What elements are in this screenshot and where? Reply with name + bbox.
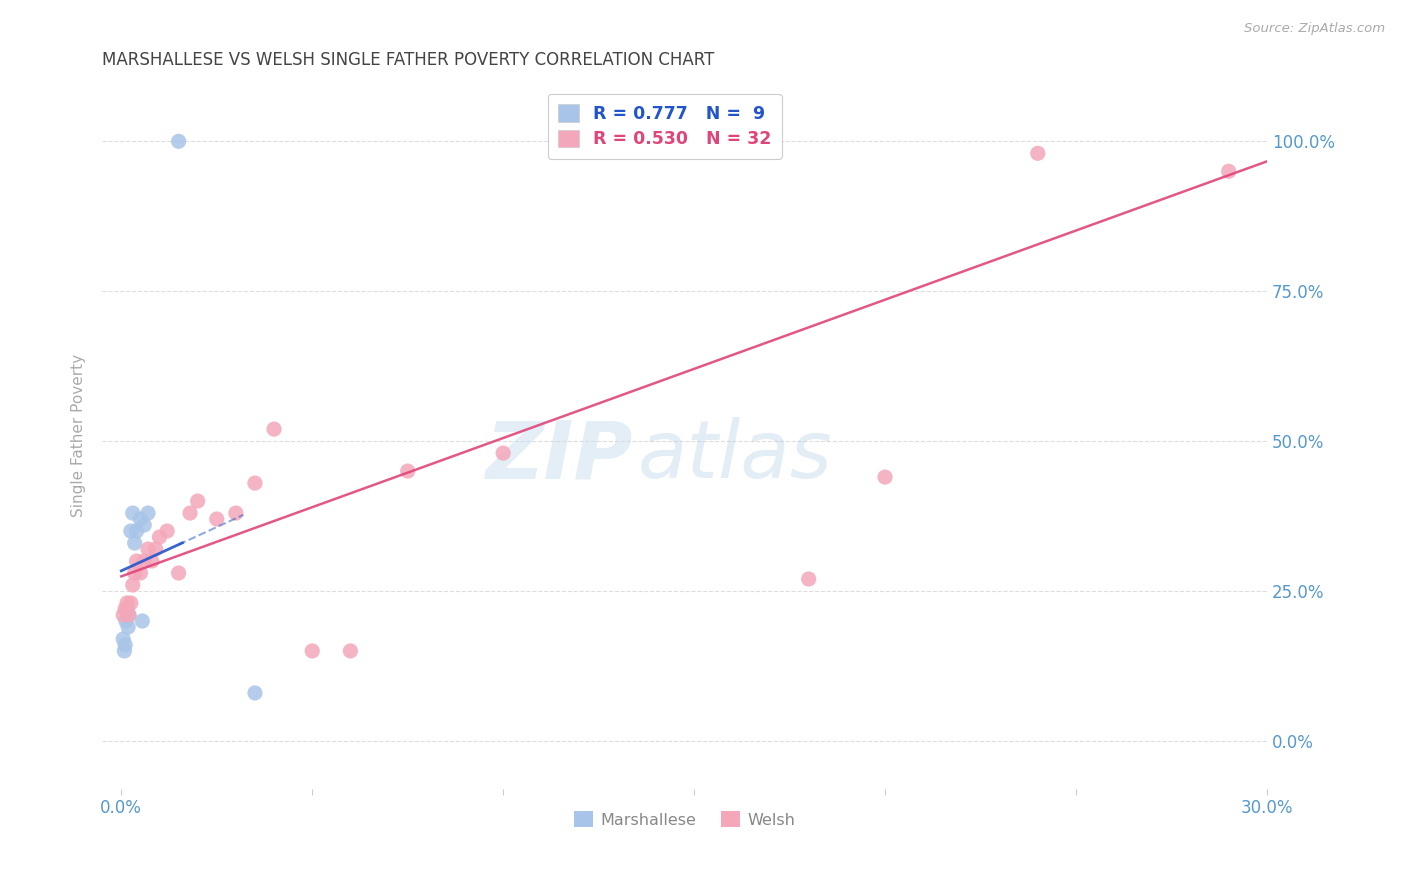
Point: [1026, 146, 1049, 161]
Point: [131, 614, 153, 628]
Point: [263, 422, 285, 436]
Point: [124, 536, 146, 550]
Point: [118, 607, 141, 622]
Point: [492, 446, 515, 460]
Point: [114, 638, 136, 652]
Point: [148, 530, 170, 544]
Point: [120, 596, 142, 610]
Point: [112, 632, 135, 646]
Point: [114, 602, 136, 616]
Point: [115, 596, 138, 610]
Point: [141, 554, 163, 568]
Point: [797, 572, 820, 586]
Point: [205, 512, 228, 526]
Point: [121, 506, 143, 520]
Point: [179, 506, 201, 520]
Text: Source: ZipAtlas.com: Source: ZipAtlas.com: [1244, 22, 1385, 36]
Point: [117, 620, 139, 634]
Y-axis label: Single Father Poverty: Single Father Poverty: [72, 353, 86, 516]
Point: [120, 524, 142, 538]
Legend: Marshallese, Welsh: Marshallese, Welsh: [567, 805, 801, 834]
Point: [339, 644, 361, 658]
Point: [301, 644, 323, 658]
Point: [125, 524, 148, 538]
Point: [134, 554, 156, 568]
Point: [134, 518, 156, 533]
Point: [115, 614, 138, 628]
Text: ZIP: ZIP: [485, 417, 633, 495]
Point: [112, 644, 135, 658]
Point: [112, 607, 135, 622]
Point: [167, 566, 190, 580]
Point: [145, 542, 167, 557]
Point: [129, 512, 152, 526]
Point: [873, 470, 896, 484]
Point: [396, 464, 419, 478]
Point: [225, 506, 247, 520]
Text: atlas: atlas: [638, 417, 832, 495]
Point: [156, 524, 179, 538]
Point: [118, 607, 141, 622]
Point: [243, 686, 266, 700]
Point: [125, 554, 148, 568]
Point: [115, 602, 138, 616]
Point: [121, 578, 143, 592]
Text: MARSHALLESE VS WELSH SINGLE FATHER POVERTY CORRELATION CHART: MARSHALLESE VS WELSH SINGLE FATHER POVER…: [103, 51, 714, 69]
Point: [243, 476, 266, 491]
Point: [136, 506, 159, 520]
Point: [136, 542, 159, 557]
Point: [683, 134, 706, 148]
Point: [129, 566, 152, 580]
Point: [187, 494, 209, 508]
Point: [124, 566, 146, 580]
Point: [606, 134, 628, 148]
Point: [1218, 164, 1240, 178]
Point: [167, 134, 190, 148]
